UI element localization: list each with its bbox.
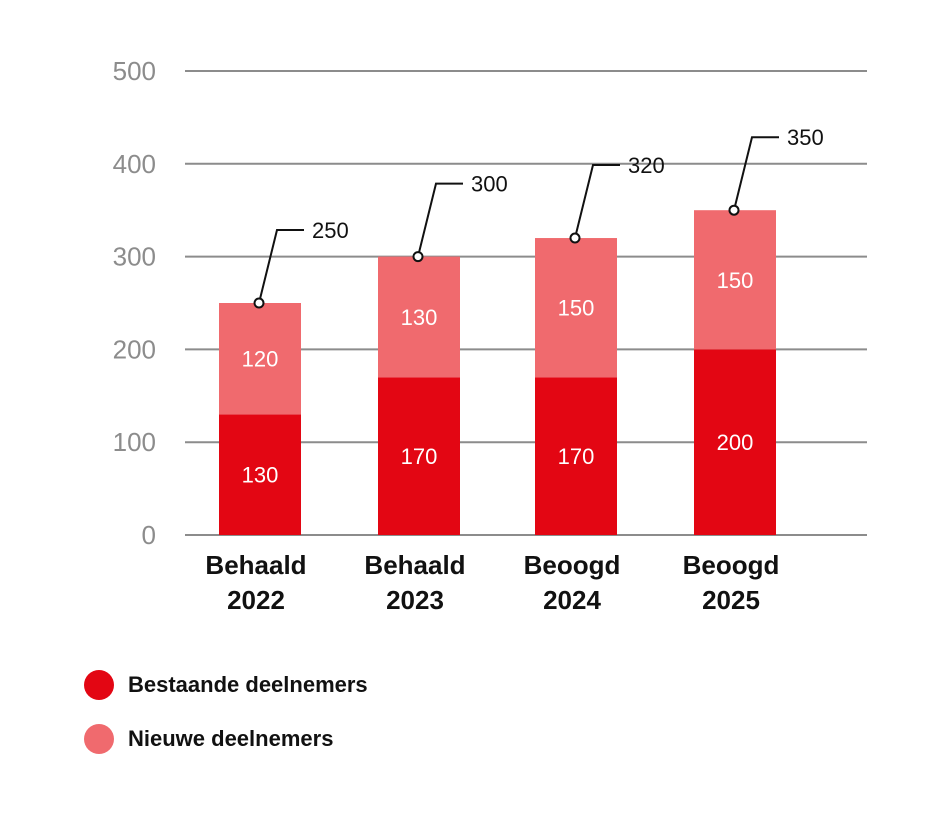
data-label-bestaande-2: 170: [558, 444, 595, 469]
data-label-bestaande-3: 200: [717, 430, 754, 455]
data-label-bestaande-1: 170: [401, 444, 438, 469]
total-label-0: 250: [312, 218, 349, 243]
legend: Bestaande deelnemers Nieuwe deelnemers: [84, 668, 368, 776]
legend-item-bestaande: Bestaande deelnemers: [84, 668, 368, 702]
bar-bestaande-1: [378, 377, 460, 535]
data-label-nieuwe-0: 120: [242, 347, 279, 372]
segment-labels: 130 120 170 130 170 150 200 150: [242, 268, 754, 488]
data-label-nieuwe-1: 130: [401, 305, 438, 330]
bar-bestaande-0: [219, 414, 301, 535]
y-tick-label-500: 500: [113, 56, 156, 86]
data-label-bestaande-0: 130: [242, 463, 279, 488]
total-marker-1: [412, 251, 424, 263]
total-marker-2: [569, 232, 581, 244]
y-tick-label-400: 400: [113, 149, 156, 179]
x-axis-category-labels: Behaald 2022 Behaald 2023 Beoogd 2024 Beoogd 20…: [205, 550, 779, 615]
data-label-nieuwe-2: 150: [558, 296, 595, 321]
total-marker-3: [728, 204, 740, 216]
total-leader-line-2: [574, 164, 620, 239]
x-tick-label-3-line-0: Beoogd: [683, 550, 780, 580]
bar-nieuwe-2: [535, 238, 617, 378]
y-axis-tick-labels: 0 100 200 300 400 500: [113, 56, 156, 550]
total-label-2: 320: [628, 153, 665, 178]
total-leader-line-0: [258, 229, 304, 304]
bar-nieuwe-0: [219, 303, 301, 415]
legend-swatch-bestaande: [84, 670, 114, 700]
x-tick-label-2-line-1: 2024: [543, 585, 601, 615]
total-label-1: 300: [471, 172, 508, 197]
legend-label-nieuwe: Nieuwe deelnemers: [128, 726, 334, 751]
bar-nieuwe-1: [378, 256, 460, 378]
total-leader-line-1: [417, 182, 463, 257]
x-tick-label-3-line-1: 2025: [702, 585, 760, 615]
y-tick-label-0: 0: [142, 520, 156, 550]
bar-nieuwe-3: [694, 210, 776, 350]
legend-swatch-nieuwe: [84, 724, 114, 754]
total-label-3: 350: [787, 125, 824, 150]
y-tick-label-100: 100: [113, 427, 156, 457]
bar-bestaande-3: [694, 349, 776, 535]
x-tick-label-0-line-0: Behaald: [205, 550, 306, 580]
data-label-nieuwe-3: 150: [717, 268, 754, 293]
total-marker-0: [253, 297, 265, 309]
y-tick-label-200: 200: [113, 334, 156, 364]
total-callouts: 250 300 320 350: [253, 125, 824, 309]
bar-bestaande-2: [535, 377, 617, 535]
x-tick-label-0-line-1: 2022: [227, 585, 285, 615]
total-leader-line-3: [733, 136, 779, 211]
x-tick-label-2-line-0: Beoogd: [524, 550, 621, 580]
y-tick-label-300: 300: [113, 242, 156, 272]
stacked-bar-chart: 0 100 200 300 400 500 130 120 170 130 170 150 200 15…: [113, 56, 867, 615]
legend-item-nieuwe: Nieuwe deelnemers: [84, 722, 368, 756]
bars: [219, 210, 776, 535]
legend-label-bestaande: Bestaande deelnemers: [128, 672, 368, 697]
x-tick-label-1-line-1: 2023: [386, 585, 444, 615]
x-tick-label-1-line-0: Behaald: [364, 550, 465, 580]
